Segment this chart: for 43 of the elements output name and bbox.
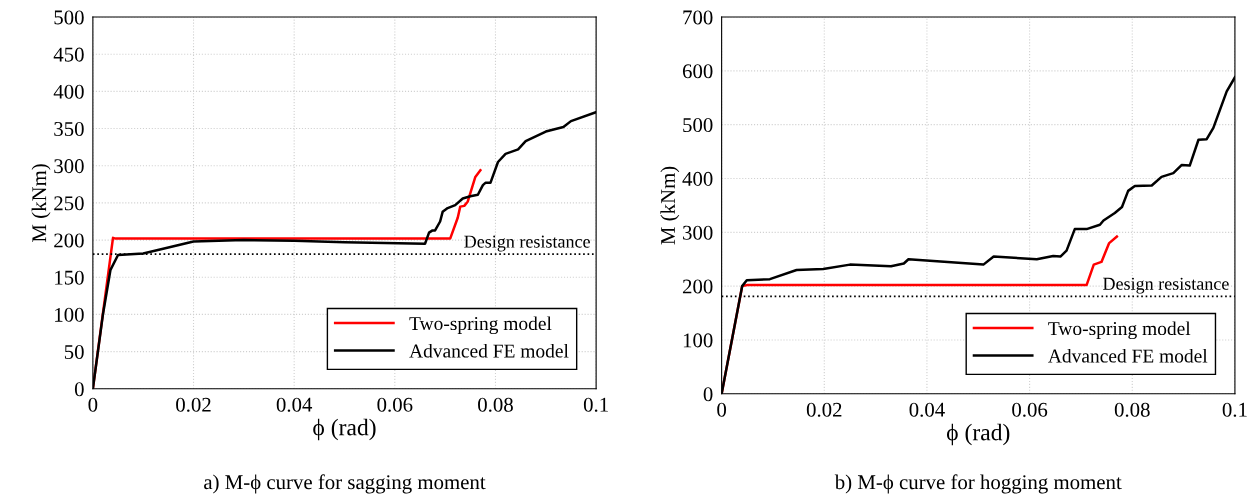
y-axis-title: M (kNm)	[31, 164, 51, 242]
y-tick-label: 150	[55, 270, 84, 285]
legend-label: Two-spring model	[409, 316, 552, 335]
y-tick-label: 700	[683, 10, 713, 25]
ref-line-label: Design resistance	[1103, 277, 1229, 294]
text: b) M-ϕ curve for hogging moment	[834, 474, 1122, 494]
x-tick-label: 0.06	[1012, 402, 1048, 417]
legend-label: Two-spring model	[1048, 321, 1191, 340]
x-axis-title: ϕ (rad)	[946, 423, 1010, 446]
y-tick-label: 0	[74, 382, 84, 397]
y-tick-label: 0	[703, 387, 713, 402]
y-tick-label: 250	[54, 196, 84, 211]
y-tick-label: 300	[683, 225, 713, 240]
y-tick-label: 450	[53, 47, 84, 62]
y-tick-label: 400	[682, 171, 713, 186]
x-tick-label: 0.04	[276, 397, 313, 412]
x-tick-label: 0.08	[478, 397, 513, 412]
y-tick-label: 500	[54, 10, 84, 25]
legend-label: Advanced FE model	[409, 343, 569, 358]
y-tick-label: 600	[682, 64, 713, 79]
x-tick-label: 0.1	[1222, 402, 1247, 417]
x-tick-label: 0.04	[909, 402, 945, 417]
y-tick-label: 300	[54, 159, 84, 174]
y-tick-label: 100	[55, 307, 84, 322]
y-tick-label: 50	[64, 344, 84, 360]
x-tick-label: 0.08	[1114, 402, 1150, 417]
y-tick-label: 350	[54, 121, 84, 136]
x-tick-label: 0	[717, 402, 727, 417]
y-tick-label: 200	[54, 233, 84, 248]
ref-line-label: Design resistance	[464, 235, 590, 252]
y-tick-label: 500	[683, 118, 713, 133]
y-tick-label: 400	[53, 84, 84, 99]
x-tick-label: 0.06	[377, 397, 413, 412]
x-tick-label: 0.02	[176, 397, 211, 412]
y-axis-title: M (kNm)	[660, 166, 680, 245]
x-axis-title: ϕ (rad)	[313, 418, 376, 441]
x-tick-label: 0.1	[583, 397, 608, 412]
y-tick-label: 200	[682, 279, 713, 294]
legend-label: Advanced FE model	[1048, 348, 1208, 363]
text: a) M-ϕ curve for sagging moment	[204, 474, 486, 494]
x-tick-label: 0	[88, 397, 98, 412]
x-tick-label: 0.02	[806, 402, 842, 417]
y-tick-label: 100	[683, 333, 713, 348]
